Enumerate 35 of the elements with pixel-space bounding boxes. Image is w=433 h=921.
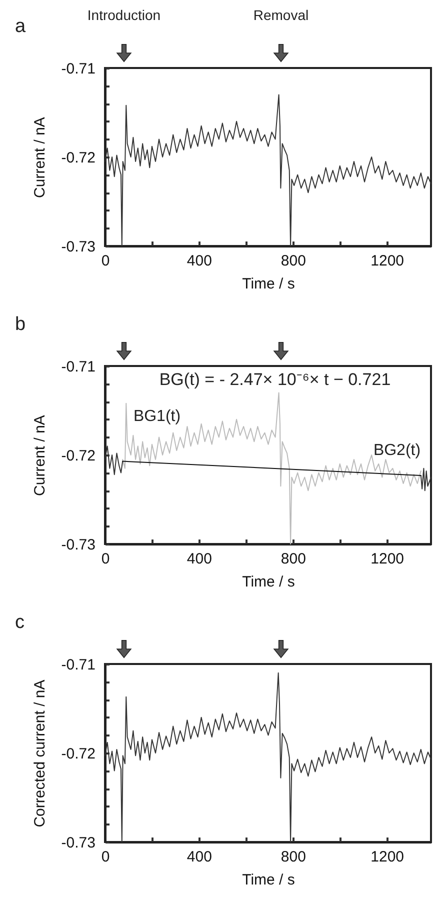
y-tick-label: -0.73 (61, 536, 96, 554)
y-tick-label: -0.73 (61, 834, 96, 852)
x-axis-title: Time / s (242, 872, 295, 888)
chart-title: c (15, 612, 24, 633)
y-tick-label: -0.71 (61, 60, 96, 78)
annotation: BG(t) = - 2.47× 10⁻⁶× t − 0.721 (159, 370, 391, 389)
x-tick-label: 800 (280, 848, 306, 866)
x-tick-label: 800 (280, 550, 306, 568)
x-tick-label: 400 (186, 848, 212, 866)
x-tick-label: 1200 (370, 848, 404, 866)
x-tick-label: 0 (101, 848, 110, 866)
chart-title: b (15, 314, 26, 335)
y-tick-label: -0.71 (61, 358, 96, 376)
y-axis-title: Current / nA (31, 415, 48, 496)
x-tick-label: 800 (280, 252, 306, 270)
y-tick-label: -0.71 (61, 656, 96, 674)
x-axis-title: Time / s (242, 574, 295, 590)
x-tick-label: 1200 (370, 252, 404, 270)
x-tick-label: 400 (186, 252, 212, 270)
y-axis-title: Current / nA (31, 117, 48, 198)
y-tick-label: -0.73 (61, 238, 96, 256)
y-tick-label: -0.72 (61, 448, 96, 464)
x-tick-label: 400 (186, 550, 212, 568)
chart-title: a (15, 16, 26, 37)
text: Removal (253, 7, 309, 23)
text: Introduction (87, 7, 161, 23)
annotation: BG2(t) (373, 442, 421, 459)
annotation: BG1(t) (133, 408, 181, 425)
y-tick-label: -0.72 (61, 746, 96, 762)
x-tick-label: 1200 (370, 550, 404, 568)
x-axis-title: Time / s (242, 276, 295, 292)
x-tick-label: 0 (101, 252, 110, 270)
y-tick-label: -0.72 (61, 150, 96, 166)
y-axis-title: Corrected current / nA (31, 680, 48, 828)
x-tick-label: 0 (101, 550, 110, 568)
